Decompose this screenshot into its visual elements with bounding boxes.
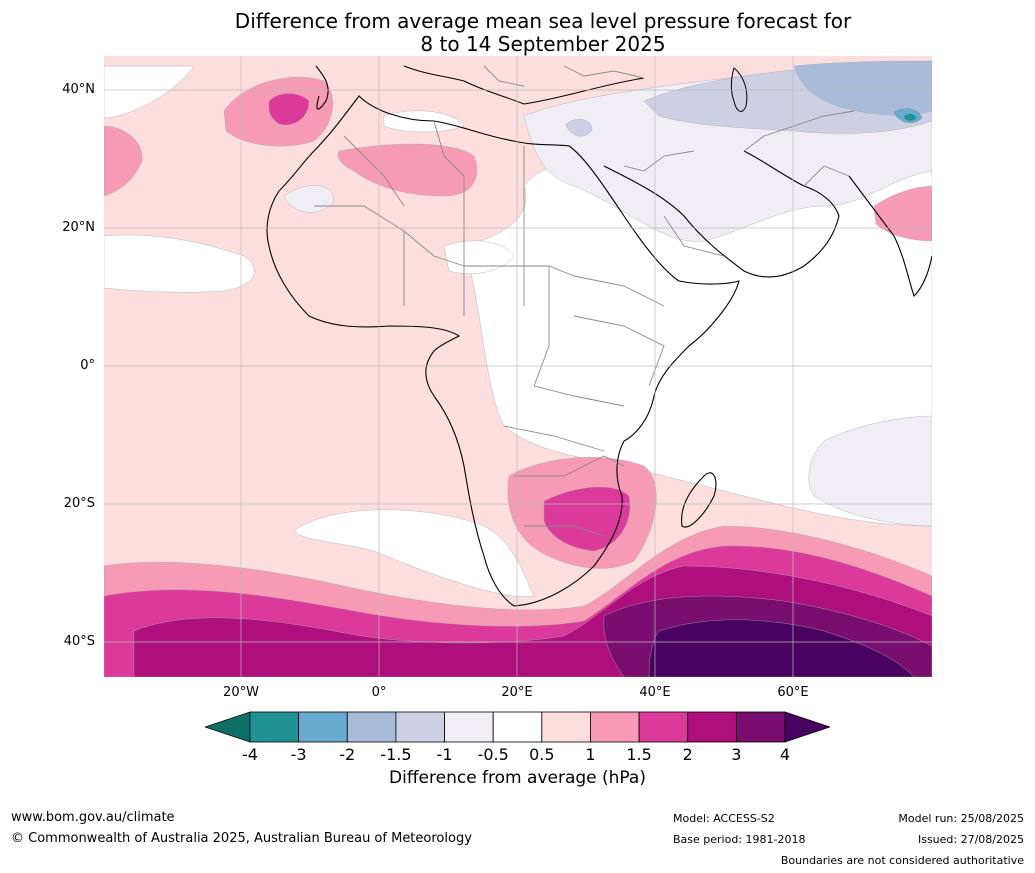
colorbar-tick-label: -2 <box>339 745 356 764</box>
pressure-anomaly-map <box>104 56 932 677</box>
colorbar-segment <box>492 711 543 743</box>
lon-label-0: 0° <box>371 685 387 700</box>
base-period: Base period: 1981-2018 <box>673 833 806 846</box>
colorbar-tick-label: 3 <box>731 745 742 764</box>
colorbar-segment <box>395 711 445 743</box>
model-run-date: Model run: 25/08/2025 <box>898 812 1024 825</box>
colorbar-tick-label: -4 <box>242 745 258 764</box>
colorbar-label: Difference from average (hPa) <box>389 768 646 788</box>
iberia-coastline <box>315 65 329 110</box>
lon-label-20w: 20°W <box>223 685 259 700</box>
colorbar-tick-label: -1 <box>436 745 453 764</box>
country-borders <box>314 65 855 537</box>
colorbar-tick-label: 1 <box>585 745 596 764</box>
graticule <box>104 56 932 677</box>
colorbar-segment <box>444 711 494 743</box>
colorbar-segment <box>298 711 348 743</box>
anomaly-zone-neutral-north <box>104 65 195 119</box>
colorbar-segment <box>735 711 786 743</box>
title-line-2: 8 to 14 September 2025 <box>420 32 666 56</box>
colorbar-segment <box>249 711 300 743</box>
anomaly-band-4-southern-ocean <box>648 619 915 677</box>
issued-date: Issued: 27/08/2025 <box>917 833 1024 846</box>
lat-label-40s: 40°S <box>63 634 95 649</box>
map-title: Difference from average mean sea level p… <box>0 10 1035 56</box>
colorbar-segment <box>346 711 397 743</box>
anomaly-band-1-west <box>104 125 143 197</box>
colorbar-extend-high <box>784 711 830 743</box>
anomaly-band-1-sahara <box>337 143 478 197</box>
india-coastline <box>848 175 932 298</box>
bom-url: www.bom.gov.au/climate <box>11 810 175 825</box>
lon-label-60e: 60°E <box>777 685 809 700</box>
lat-label-20n: 20°N <box>62 220 95 235</box>
colorbar-segment <box>687 711 737 743</box>
anomaly-band-1.5-southern-africa <box>543 486 631 552</box>
copyright-notice: © Commonwealth of Australia 2025, Austra… <box>11 831 472 846</box>
lat-label-20s: 20°S <box>63 496 95 511</box>
colorbar-segment <box>541 711 591 743</box>
colorbar-tick-label: -1.5 <box>380 745 412 764</box>
anomaly-band-1.5-north-atlantic <box>268 93 310 126</box>
colorbar-extend-low <box>205 711 251 743</box>
anomaly-band-minus-3 <box>904 113 916 121</box>
colorbar-tick-label: -0.5 <box>477 745 509 764</box>
anomaly-band-minus-0.5-east <box>808 415 932 527</box>
colorbar <box>205 711 830 743</box>
madagascar-coastline <box>681 472 717 528</box>
colorbar-tick-label: 2 <box>682 745 693 764</box>
boundary-disclaimer: Boundaries are not considered authoritat… <box>780 854 1024 867</box>
colorbar-tick-label: -3 <box>290 745 307 764</box>
anomaly-zone-neutral-south-atlantic <box>293 509 535 597</box>
anomaly-zone-neutral-west <box>104 234 255 293</box>
colorbar-tick-label: 4 <box>779 745 791 764</box>
colorbar-segment <box>590 711 640 743</box>
colorbar-tick-label: 1.5 <box>626 745 652 764</box>
colorbar-tick-label: 0.5 <box>529 745 555 764</box>
lon-label-20e: 20°E <box>501 685 533 700</box>
caspian-coastline <box>730 67 748 112</box>
anomaly-zone-neutral-medsea <box>383 110 465 133</box>
lat-label-0: 0° <box>80 358 95 373</box>
model-name: Model: ACCESS-S2 <box>673 812 775 825</box>
colorbar-segment <box>638 711 689 743</box>
africa-coastline <box>266 95 740 607</box>
anomaly-band-1-arabia-sea <box>873 185 932 242</box>
lat-label-40n: 40°N <box>62 82 95 97</box>
anomaly-band-minus-1-small <box>565 119 593 137</box>
lon-label-40e: 40°E <box>639 685 671 700</box>
title-line-1: Difference from average mean sea level p… <box>234 9 852 33</box>
europe-coastline <box>403 65 645 105</box>
